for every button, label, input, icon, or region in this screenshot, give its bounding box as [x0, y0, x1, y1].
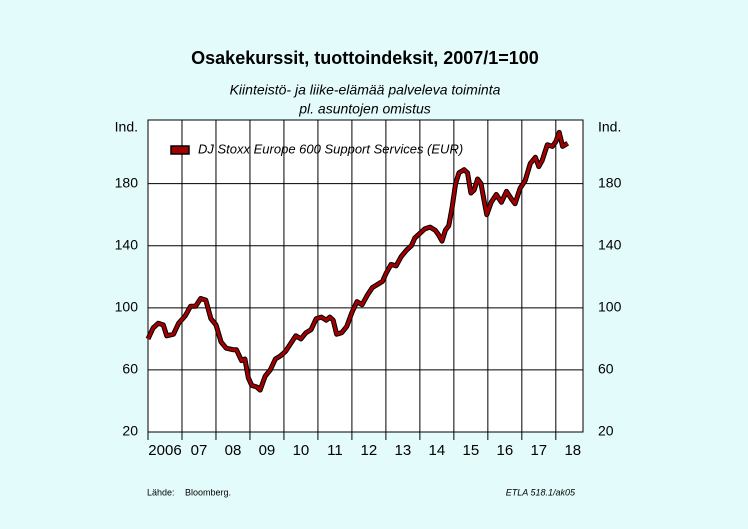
x-tick-label: 13	[395, 442, 412, 459]
y2-tick-label: 180	[598, 174, 622, 190]
y-tick-label: 60	[122, 361, 138, 377]
y-tick-label: 100	[115, 299, 139, 315]
subtitle: pl. asuntojen omistus	[298, 101, 431, 117]
x-tick-label: 08	[225, 442, 242, 459]
source: Bloomberg.	[185, 487, 231, 497]
x-tick-label: 17	[530, 442, 547, 459]
x-tick-label: 16	[496, 442, 513, 459]
chart-title: Osakekurssit, tuottoindeksit, 2007/1=100	[191, 48, 539, 68]
legend-swatch	[170, 145, 190, 155]
x-tick-label: 14	[429, 442, 446, 459]
y-tick-label: 180	[115, 174, 139, 190]
x-tick-label: 10	[293, 442, 310, 459]
y2-tick-label: 20	[598, 423, 614, 439]
x-tick-label: 2006	[148, 442, 181, 459]
x-tick-label: 07	[191, 442, 208, 459]
subtitle: Kiinteistö- ja liike-elämää palveleva to…	[230, 82, 501, 98]
y2-tick-label: 100	[598, 299, 622, 315]
y2-tick-label: 60	[598, 361, 614, 377]
y-tick-label: 140	[115, 236, 139, 252]
y2-axis-label: Ind.	[598, 119, 621, 135]
note: ETLA 518.1/ak05	[506, 487, 576, 497]
y-tick-label: 20	[122, 423, 138, 439]
legend-label: DJ Stoxx Europe 600 Support Services (EU…	[198, 141, 463, 156]
x-tick-label: 09	[259, 442, 276, 459]
y2-tick-label: 140	[598, 236, 622, 252]
plot-border	[147, 119, 584, 433]
y-axis-label: Ind.	[115, 119, 138, 135]
x-tick-label: 12	[361, 442, 378, 459]
series-line	[146, 130, 569, 392]
source-label: Lähde:	[147, 487, 175, 497]
x-tick-label: 18	[564, 442, 581, 459]
x-tick-label: 11	[327, 442, 343, 459]
plot-area	[148, 120, 583, 432]
x-tick-label: 15	[463, 442, 480, 459]
